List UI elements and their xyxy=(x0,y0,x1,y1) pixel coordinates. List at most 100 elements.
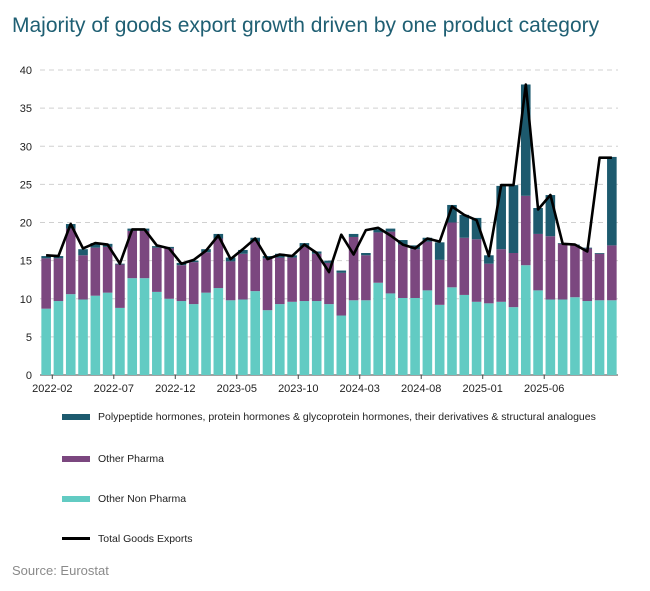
bar-other-non-pharma xyxy=(459,294,470,375)
bar-polypeptide xyxy=(188,260,199,263)
bar-other-non-pharma xyxy=(152,291,162,375)
bar-other-non-pharma xyxy=(65,294,76,375)
bar-other-pharma xyxy=(459,237,470,295)
x-tick-label: 2023-05 xyxy=(217,383,257,395)
bar-other-non-pharma xyxy=(348,300,359,375)
bar-other-non-pharma xyxy=(287,301,297,375)
bar-polypeptide xyxy=(373,229,383,233)
bar-other-non-pharma xyxy=(176,301,187,375)
bar-other-non-pharma xyxy=(311,301,322,375)
bar-other-pharma xyxy=(115,264,125,308)
legend-item-polypeptide[interactable]: Polypeptide hormones, protein hormones &… xyxy=(62,410,622,444)
bar-polypeptide xyxy=(78,249,88,256)
legend-label-other-non-pharma: Other Non Pharma xyxy=(98,493,187,505)
bar-other-pharma xyxy=(397,244,408,298)
bar-other-pharma xyxy=(250,241,261,292)
bar-other-pharma xyxy=(102,246,113,293)
bar-other-non-pharma xyxy=(557,299,568,375)
bar-other-pharma xyxy=(78,255,88,300)
bar-other-pharma xyxy=(447,222,457,288)
bar-polypeptide xyxy=(397,240,408,245)
bar-other-non-pharma xyxy=(361,300,371,375)
bar-polypeptide xyxy=(361,253,371,256)
bar-polypeptide xyxy=(594,253,605,254)
bar-other-pharma xyxy=(127,230,138,279)
x-tick-label: 2022-07 xyxy=(94,383,134,395)
bar-other-pharma xyxy=(496,249,506,302)
bar-polypeptide xyxy=(607,156,617,246)
x-axis-ticks: 2022-02 2022-07 2022-12 2023-05 2023-10 2024-… xyxy=(32,375,564,395)
bar-other-non-pharma xyxy=(385,293,396,375)
bar-other-non-pharma xyxy=(225,300,236,375)
y-tick-label: 40 xyxy=(20,65,32,77)
bar-other-pharma xyxy=(520,195,531,266)
bar-other-non-pharma xyxy=(422,290,433,375)
bar-polypeptide xyxy=(447,204,457,223)
bar-other-non-pharma xyxy=(53,301,64,375)
bar-other-pharma xyxy=(201,252,211,293)
bar-other-non-pharma xyxy=(582,301,593,375)
bar-other-pharma xyxy=(422,241,433,291)
legend-label-polypeptide: Polypeptide hormones, protein hormones &… xyxy=(98,411,596,423)
y-tick-label: 10 xyxy=(20,294,32,306)
bar-other-pharma xyxy=(385,231,396,294)
bar-other-pharma xyxy=(471,239,482,302)
legend-item-total[interactable]: Total Goods Exports xyxy=(62,532,622,552)
bar-polypeptide xyxy=(152,246,162,248)
bar-polypeptide xyxy=(545,195,556,237)
bar-polypeptide xyxy=(533,208,543,234)
bar-other-non-pharma xyxy=(508,307,519,375)
bar-other-pharma xyxy=(348,236,359,301)
bar-other-pharma xyxy=(594,253,605,301)
bar-other-non-pharma xyxy=(262,310,273,375)
bar-other-pharma xyxy=(410,249,420,298)
bar-other-non-pharma xyxy=(213,288,224,375)
bar-other-non-pharma xyxy=(275,304,285,375)
bar-other-non-pharma xyxy=(127,278,138,375)
bar-other-non-pharma xyxy=(201,292,211,375)
bar-other-pharma xyxy=(139,230,150,279)
bar-other-non-pharma xyxy=(115,307,125,375)
bar-polypeptide xyxy=(238,249,248,254)
y-tick-label: 20 xyxy=(20,218,32,230)
bar-polypeptide xyxy=(385,228,396,232)
bar-other-non-pharma xyxy=(250,291,261,375)
bar-other-non-pharma xyxy=(471,301,482,375)
bar-other-pharma xyxy=(287,257,297,302)
bar-polypeptide xyxy=(90,243,101,248)
y-tick-label: 35 xyxy=(20,103,32,115)
chart-title: Majority of goods export growth driven b… xyxy=(12,14,600,37)
y-axis-ticks: 0 5 10 15 20 25 30 35 40 xyxy=(20,65,32,382)
y-tick-label: 5 xyxy=(26,332,32,344)
bar-polypeptide xyxy=(496,185,506,250)
bar-other-pharma xyxy=(324,262,334,305)
bar-other-pharma xyxy=(262,258,273,311)
bar-other-pharma xyxy=(336,272,347,316)
bar-other-pharma xyxy=(65,228,76,295)
bar-other-pharma xyxy=(176,265,187,302)
bar-polypeptide xyxy=(459,214,470,238)
bar-other-pharma xyxy=(545,236,556,300)
bar-other-non-pharma xyxy=(447,287,457,375)
y-tick-label: 15 xyxy=(20,256,32,268)
bar-other-pharma xyxy=(533,233,543,291)
y-tick-label: 0 xyxy=(26,370,32,382)
bar-other-pharma xyxy=(373,232,383,283)
legend-line-total xyxy=(62,537,90,540)
bar-other-pharma xyxy=(152,247,162,292)
bar-other-pharma xyxy=(53,258,64,302)
bar-other-pharma xyxy=(164,248,174,299)
bar-other-pharma xyxy=(311,253,322,302)
bar-other-non-pharma xyxy=(41,308,51,375)
bar-other-pharma xyxy=(41,258,51,309)
bar-other-non-pharma xyxy=(533,290,543,375)
legend-item-other-non-pharma[interactable]: Other Non Pharma xyxy=(62,492,622,532)
bar-other-pharma xyxy=(188,262,199,305)
bar-other-non-pharma xyxy=(373,282,383,375)
x-tick-label: 2022-02 xyxy=(32,383,72,395)
legend-item-other-pharma[interactable]: Other Pharma xyxy=(62,452,622,492)
bar-other-pharma xyxy=(275,257,285,305)
bar-other-pharma xyxy=(238,253,248,300)
bar-other-non-pharma xyxy=(78,299,88,375)
